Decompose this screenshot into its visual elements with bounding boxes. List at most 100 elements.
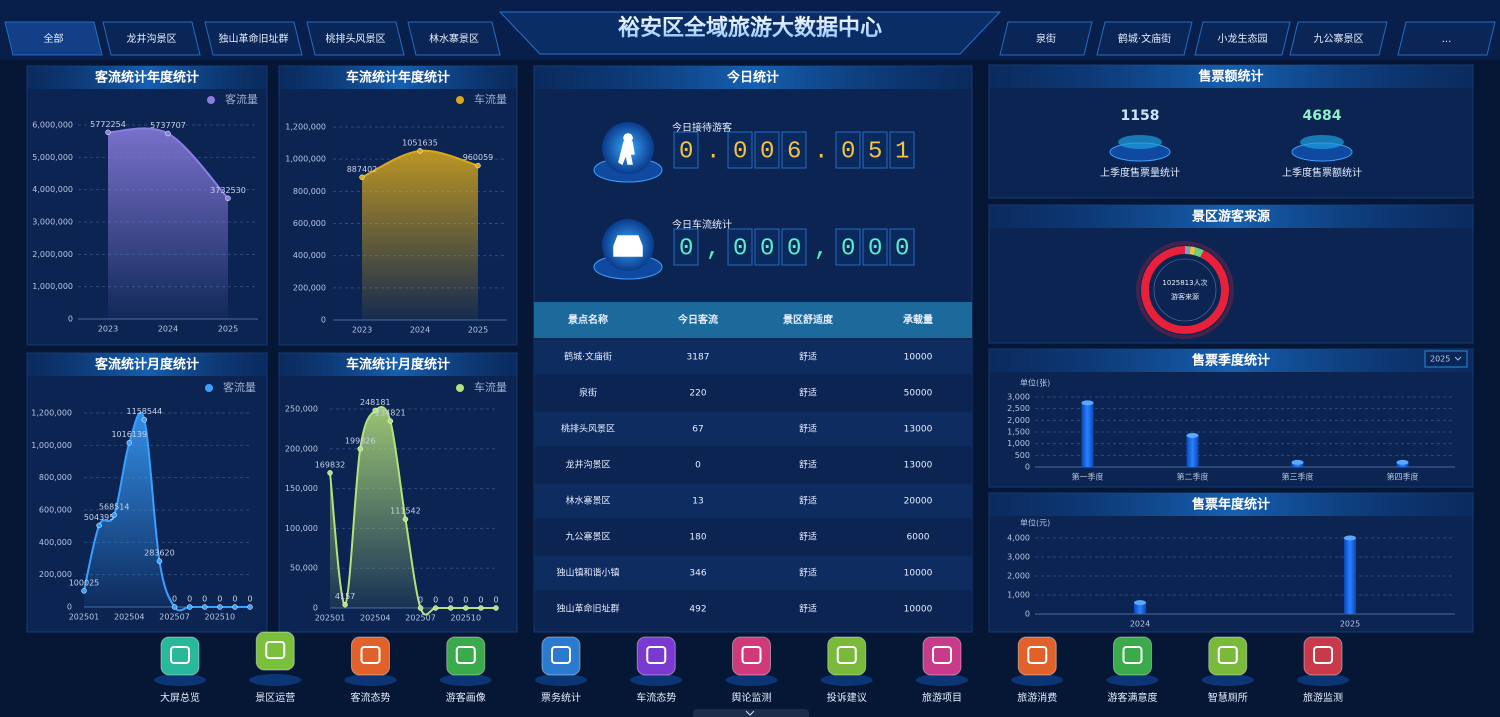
nav-icon-base[interactable] [249,674,302,686]
table-header-cell: 景区舒适度 [783,313,834,326]
nav-tab[interactable] [1289,21,1388,56]
nav-icon-glyph[interactable] [455,646,476,664]
nav-icon-glyph[interactable] [1217,646,1238,664]
nav-tab[interactable] [204,21,303,56]
nav-icon-base[interactable] [1011,674,1064,686]
data-point [126,439,133,446]
ring-inner [1153,258,1217,322]
nav-label[interactable]: 大屏总览 [160,691,200,704]
table-cell: 0 [695,461,701,471]
nav-label[interactable]: 旅游项目 [922,691,962,704]
digit-box [781,228,807,266]
x-tick-label: 202510 [205,613,236,622]
nav-tab[interactable] [102,21,201,56]
nav-icon[interactable] [255,631,295,671]
nav-tab-label[interactable]: 全部 [44,32,64,45]
y-tick-label: 1,200,000 [31,409,72,418]
year-select[interactable] [1424,350,1468,368]
nav-label[interactable]: 舆论监测 [732,691,772,704]
nav-icon-glyph[interactable] [1027,646,1048,664]
nav-label[interactable]: 旅游消费 [1017,691,1057,704]
stat-caption: 上季度售票量统计 [1100,166,1180,179]
nav-icon-base[interactable] [725,674,778,686]
nav-icon-base[interactable] [1106,674,1159,686]
collapse-tab[interactable] [693,709,809,717]
nav-icon[interactable] [541,636,581,676]
collapse-chevron[interactable] [745,710,755,716]
nav-icon-base[interactable] [820,674,873,686]
nav-icon[interactable] [827,636,867,676]
nav-icon[interactable] [1303,636,1343,676]
nav-icon-glyph[interactable] [1313,646,1333,664]
pie-center-text: 1025813人次 [1162,278,1207,287]
nav-tab[interactable] [1096,21,1193,56]
nav-label[interactable]: 投诉建议 [827,691,867,704]
nav-icon-glyph[interactable] [170,646,190,664]
nav-icon[interactable] [1208,636,1248,676]
nav-tab[interactable] [306,21,405,56]
table-cell: 独山革命旧址群 [556,603,619,615]
icon-glyph [618,133,635,166]
nav-tab[interactable] [407,21,501,56]
nav-icon[interactable] [351,636,390,676]
table-cell: 13 [692,497,703,507]
nav-tab[interactable] [4,21,103,56]
nav-icon[interactable] [1113,636,1152,676]
nav-icon-base[interactable] [535,674,587,686]
nav-icon-glyph[interactable] [360,646,381,664]
nav-icon-base[interactable] [630,674,683,686]
data-point [217,604,223,610]
legend-label: 客流量 [225,92,258,106]
nav-icon-glyph[interactable] [836,646,857,664]
nav-icon-glyph[interactable] [1122,646,1143,664]
y-tick-label: 3,000 [1007,393,1030,402]
nav-icon-base[interactable] [439,674,492,686]
nav-icon[interactable] [1017,636,1057,676]
nav-tab-label[interactable]: ... [1442,34,1452,45]
nav-label[interactable]: 景区运营 [255,691,295,704]
nav-label[interactable]: 旅游监测 [1303,691,1343,704]
nav-tab-label[interactable]: 龙井沟景区 [127,32,177,45]
nav-tab-label[interactable]: 独山革命旧址群 [219,32,289,45]
nav-tab[interactable] [1397,21,1496,56]
nav-tab-label[interactable]: 小龙生态园 [1218,32,1268,45]
nav-tab[interactable] [999,21,1093,56]
nav-tab-label[interactable]: 桃排头风景区 [326,32,386,45]
nav-icon-base[interactable] [344,674,397,686]
nav-label[interactable]: 车流态势 [636,691,676,704]
nav-icon[interactable] [160,636,200,676]
panel-title: 客流统计年度统计 [95,70,199,86]
nav-icon[interactable] [732,636,771,676]
nav-icon-glyph[interactable] [646,646,667,664]
bar-cap [1396,459,1409,465]
value-label: 0 [217,595,222,604]
table-cell: 50000 [904,389,933,399]
nav-tab-label[interactable]: 泉街 [1036,32,1056,45]
nav-icon-glyph[interactable] [265,641,286,659]
nav-label[interactable]: 智慧厕所 [1208,691,1248,704]
nav-tab-label[interactable]: 林水寨景区 [429,32,479,45]
panel-title-bar [279,353,517,376]
year-select-chevron[interactable] [1454,356,1462,361]
nav-tab[interactable] [1194,21,1291,56]
y-tick-label: 0 [1025,463,1030,472]
nav-label[interactable]: 票务统计 [541,691,581,704]
nav-icon-base[interactable] [916,674,968,686]
nav-label[interactable]: 客流态势 [351,691,391,704]
panel-title: 售票季度统计 [1192,353,1270,369]
year-select-label[interactable]: 2025 [1430,355,1450,364]
nav-label[interactable]: 游客满意度 [1108,691,1158,704]
digit-box [889,131,915,169]
nav-icon[interactable] [636,636,676,676]
nav-icon[interactable] [446,636,486,676]
nav-icon-glyph[interactable] [551,646,571,664]
nav-icon-base[interactable] [154,674,206,686]
nav-icon[interactable] [922,636,962,676]
nav-icon-glyph[interactable] [741,646,762,664]
nav-icon-base[interactable] [1201,674,1254,686]
nav-icon-base[interactable] [1297,674,1349,686]
nav-label[interactable]: 游客画像 [446,691,486,704]
nav-tab-label[interactable]: 九公寨景区 [1314,32,1364,45]
nav-icon-glyph[interactable] [932,646,952,664]
nav-tab-label[interactable]: 鹤城·文庙街 [1118,32,1171,45]
